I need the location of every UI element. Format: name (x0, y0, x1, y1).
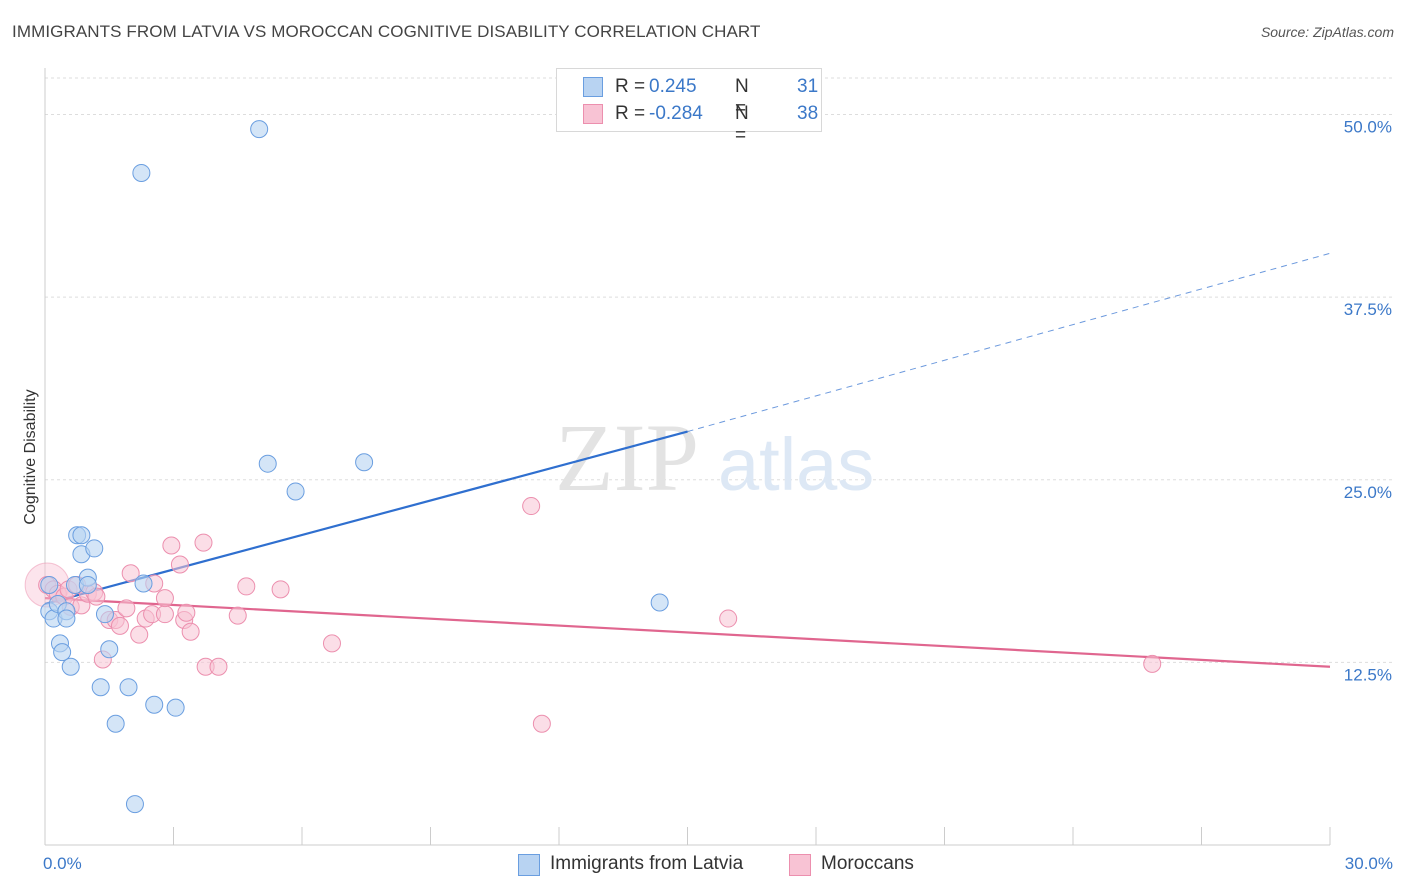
data-point-moroccans (322, 634, 341, 653)
watermark-zip: ZIP (555, 404, 699, 511)
data-point-moroccans (155, 605, 174, 624)
data-point-moroccans (194, 533, 213, 552)
legend-n-label: N = (735, 103, 749, 146)
data-point-latvia (91, 678, 110, 697)
watermark-atlas: atlas (718, 423, 874, 506)
legend-n-label: N = (735, 76, 749, 119)
y-tick-label: 50.0% (1344, 118, 1392, 137)
data-point-latvia (132, 163, 151, 182)
legend-r-value: -0.284 (649, 103, 703, 124)
y-tick-label: 12.5% (1344, 665, 1392, 684)
data-point-moroccans (170, 555, 189, 574)
trend-line-latvia-extension (687, 252, 1331, 433)
tick-labels: 12.5% 25.0% 37.5% 50.0% 0.0% 30.0% (43, 118, 1393, 873)
data-point-latvia (72, 526, 91, 545)
data-point-latvia (250, 120, 269, 139)
correlation-legend: R = 0.245 N = 31 R = -0.284 N = 38 (556, 68, 822, 146)
data-point-latvia (286, 482, 305, 501)
data-point-moroccans (121, 564, 140, 583)
legend-swatch-latvia (583, 77, 603, 97)
data-point-moroccans (162, 536, 181, 555)
x-tick-label-max: 30.0% (1345, 854, 1393, 873)
bottom-legend-swatch-moroccans (789, 854, 811, 876)
gridlines (45, 77, 1392, 663)
data-point-moroccans (1143, 654, 1162, 673)
data-point-latvia (134, 574, 153, 593)
data-point-latvia (57, 609, 76, 628)
data-point-latvia (119, 678, 138, 697)
bottom-legend-swatch-latvia (518, 854, 540, 876)
x-tick-label-min: 0.0% (43, 854, 82, 873)
data-point-latvia (85, 539, 104, 558)
data-point-moroccans (110, 616, 129, 635)
data-point-latvia (145, 695, 164, 714)
data-points (24, 120, 1162, 814)
data-point-latvia (40, 575, 59, 594)
data-point-moroccans (719, 609, 738, 628)
y-axis-label: Cognitive Disability (22, 389, 39, 524)
data-point-moroccans (522, 497, 541, 516)
data-point-latvia (61, 657, 80, 676)
data-point-latvia (95, 605, 114, 624)
data-point-latvia (355, 453, 374, 472)
data-point-moroccans (181, 622, 200, 641)
axes (44, 68, 1331, 846)
data-point-moroccans (532, 714, 551, 733)
data-point-latvia (53, 643, 72, 662)
y-tick-label: 25.0% (1344, 483, 1392, 502)
chart-source: Source: ZipAtlas.com (1260, 24, 1394, 40)
data-point-moroccans (237, 577, 256, 596)
data-point-moroccans (177, 603, 196, 622)
data-point-latvia (106, 714, 125, 733)
y-tick-label: 37.5% (1344, 300, 1392, 319)
legend-r-label: R = (615, 76, 646, 97)
bottom-legend-label-latvia: Immigrants from Latvia (550, 853, 744, 874)
data-point-latvia (125, 795, 144, 814)
legend-r-label: R = (615, 103, 646, 124)
data-point-latvia (258, 454, 277, 473)
data-point-moroccans (155, 589, 174, 608)
data-point-latvia (650, 593, 669, 612)
data-point-moroccans (271, 580, 290, 599)
legend-r-value: 0.245 (649, 76, 697, 97)
data-point-moroccans (117, 599, 136, 618)
chart-title: IMMIGRANTS FROM LATVIA VS MOROCCAN COGNI… (12, 22, 761, 41)
data-point-moroccans (228, 606, 247, 625)
legend-n-value: 38 (797, 103, 819, 124)
bottom-legend-label-moroccans: Moroccans (821, 853, 914, 874)
data-point-latvia (100, 640, 119, 659)
legend-swatch-moroccans (583, 104, 603, 124)
data-point-moroccans (130, 625, 149, 644)
data-point-latvia (166, 698, 185, 717)
trend-line-moroccans (44, 597, 1331, 668)
legend-n-value: 31 (797, 76, 819, 97)
data-point-moroccans (209, 657, 228, 676)
data-point-latvia (78, 575, 97, 594)
